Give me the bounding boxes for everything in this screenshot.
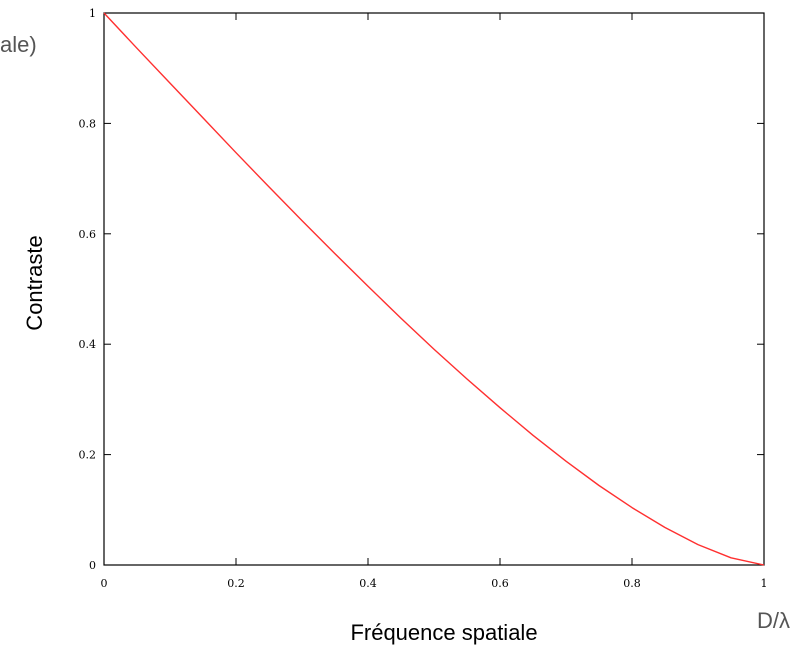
- y-tick-label: 0.6: [79, 228, 97, 241]
- y-tick-label: 0: [89, 559, 96, 572]
- x-tick-label: 0.8: [623, 577, 641, 590]
- x-axis-label: Fréquence spatiale: [350, 620, 537, 645]
- x-tick-label: 0.4: [359, 577, 377, 590]
- x-tick-label: 0: [101, 577, 108, 590]
- x-tick-label: 1: [761, 577, 768, 590]
- series-line-contrast: [103, 12, 765, 566]
- tick-marks: [103, 12, 765, 566]
- x-tick-label: 0.2: [227, 577, 245, 590]
- cropped-text-fragment: ale): [0, 32, 37, 57]
- y-tick-label: 0.4: [79, 338, 97, 351]
- y-tick-label: 0.8: [79, 117, 97, 130]
- y-tick-label: 1: [89, 7, 96, 20]
- series-group: [103, 12, 765, 566]
- x-tick-label: 0.6: [491, 577, 509, 590]
- y-axis-label: Contraste: [22, 235, 47, 330]
- x-unit-label: D/λ: [757, 608, 790, 633]
- y-tick-label: 0.2: [79, 449, 97, 462]
- tick-labels: 0 0.2 0.4 0.6 0.8 1 0 0.2 0.4 0.6 0.8 1: [79, 7, 768, 590]
- plot-frame: [103, 12, 765, 566]
